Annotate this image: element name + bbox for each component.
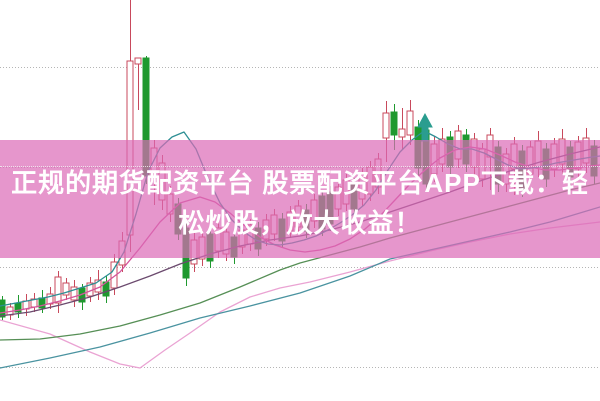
ad-banner: 正规的期货配资平台 股票配资平台APP下载：轻 松炒股，放大收益！ <box>0 140 600 258</box>
ad-banner-line-1: 正规的期货配资平台 股票配资平台APP下载：轻 <box>11 167 589 198</box>
candle-up <box>382 112 390 139</box>
candle-down <box>390 111 398 136</box>
candle-down <box>0 299 6 318</box>
ad-banner-line-2: 松炒股，放大收益！ <box>178 207 422 238</box>
candle-up <box>406 110 414 136</box>
ad-banner-text: 正规的期货配资平台 股票配资平台APP下载：轻 松炒股，放大收益！ <box>0 140 600 258</box>
candle-up <box>134 57 142 65</box>
candle-up <box>398 128 406 138</box>
candle-up <box>54 276 62 304</box>
candle-up <box>70 286 78 301</box>
gridline-overlay <box>0 166 600 167</box>
candle-up <box>62 282 70 296</box>
